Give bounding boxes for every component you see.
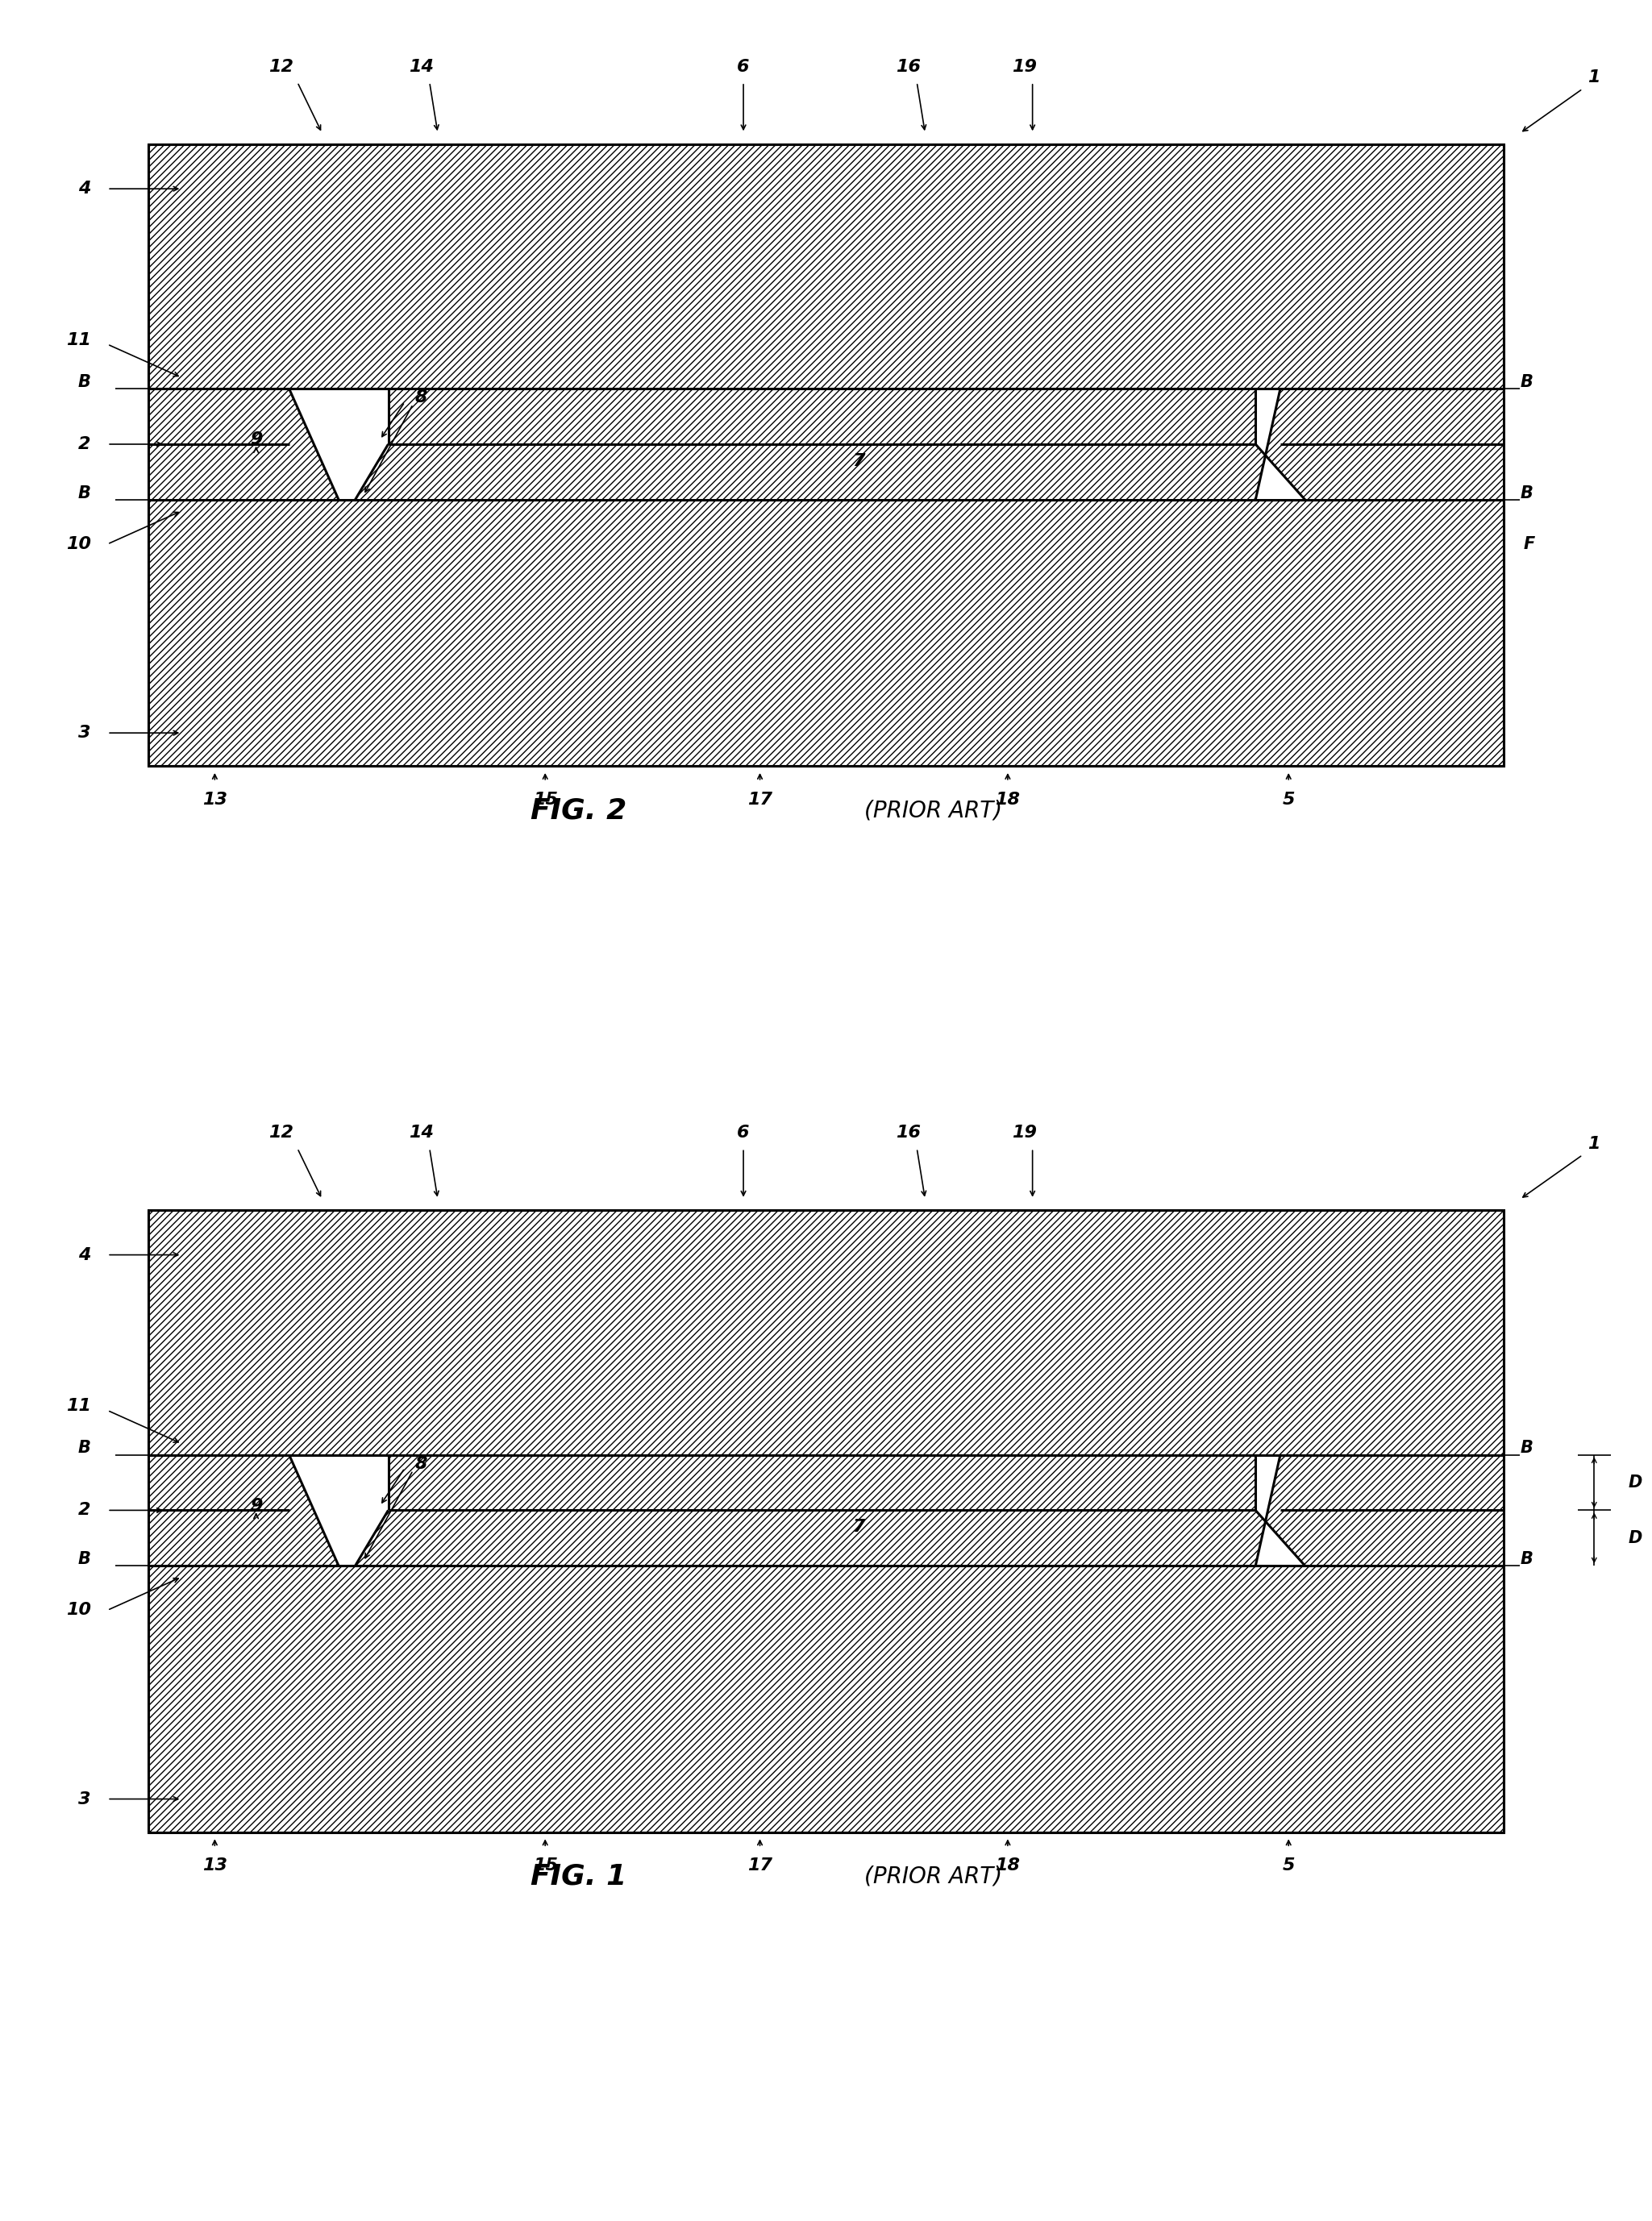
Polygon shape xyxy=(289,1455,388,1566)
Polygon shape xyxy=(1256,1455,1305,1566)
Text: 19: 19 xyxy=(1011,58,1037,76)
Text: 7: 7 xyxy=(852,453,866,469)
Polygon shape xyxy=(149,1455,339,1566)
Bar xyxy=(388,1455,1256,1510)
Text: 1: 1 xyxy=(1588,1135,1601,1153)
Text: 7: 7 xyxy=(852,1519,866,1535)
Text: 10: 10 xyxy=(66,535,91,553)
Text: 10: 10 xyxy=(66,1601,91,1619)
Text: 18: 18 xyxy=(995,1857,1021,1875)
Text: 4: 4 xyxy=(78,180,91,198)
Text: 13: 13 xyxy=(202,1857,228,1875)
Text: B: B xyxy=(1520,1439,1533,1457)
Text: 1: 1 xyxy=(1588,69,1601,87)
Text: 18: 18 xyxy=(995,791,1021,808)
Bar xyxy=(388,389,1256,444)
Bar xyxy=(149,1210,1503,1455)
Text: 15: 15 xyxy=(532,1857,558,1875)
Text: 9: 9 xyxy=(249,1497,263,1515)
Text: 5: 5 xyxy=(1282,791,1295,808)
Text: B: B xyxy=(78,1439,91,1457)
Text: 2: 2 xyxy=(78,435,91,453)
Bar xyxy=(149,1455,1503,1566)
Polygon shape xyxy=(1256,1455,1503,1566)
Text: 13: 13 xyxy=(202,791,228,808)
Polygon shape xyxy=(289,1455,388,1566)
Text: 14: 14 xyxy=(408,1124,434,1142)
Polygon shape xyxy=(289,389,388,500)
Polygon shape xyxy=(1256,389,1503,500)
Polygon shape xyxy=(289,389,388,500)
Text: (PRIOR ART): (PRIOR ART) xyxy=(864,1866,1003,1888)
Text: B: B xyxy=(1520,1550,1533,1568)
Text: D: D xyxy=(1629,1475,1642,1490)
Text: 14: 14 xyxy=(408,58,434,76)
Text: 16: 16 xyxy=(895,1124,922,1142)
Text: B: B xyxy=(1520,484,1533,502)
Bar xyxy=(149,389,1503,500)
Text: B: B xyxy=(1520,373,1533,391)
Text: B: B xyxy=(78,1550,91,1568)
Text: 6: 6 xyxy=(737,1124,750,1142)
Text: 8: 8 xyxy=(415,389,428,406)
Text: (PRIOR ART): (PRIOR ART) xyxy=(864,800,1003,822)
Text: 8: 8 xyxy=(415,1455,428,1473)
Text: 3: 3 xyxy=(78,724,91,742)
Text: 11: 11 xyxy=(66,331,91,349)
Text: F: F xyxy=(1523,535,1535,553)
Text: 11: 11 xyxy=(66,1397,91,1415)
Text: 5: 5 xyxy=(1282,1857,1295,1875)
Text: 19: 19 xyxy=(1011,1124,1037,1142)
Polygon shape xyxy=(1256,389,1305,500)
Text: 12: 12 xyxy=(268,1124,294,1142)
Text: 4: 4 xyxy=(78,1246,91,1264)
Bar xyxy=(149,500,1503,766)
Text: 17: 17 xyxy=(747,1857,773,1875)
Text: 6: 6 xyxy=(737,58,750,76)
Text: 3: 3 xyxy=(78,1790,91,1808)
Text: 16: 16 xyxy=(895,58,922,76)
Text: 15: 15 xyxy=(532,791,558,808)
Text: FIG. 2: FIG. 2 xyxy=(530,797,626,824)
Bar xyxy=(149,1566,1503,1832)
Text: 9: 9 xyxy=(249,431,263,449)
Text: D: D xyxy=(1629,1530,1642,1546)
Text: B: B xyxy=(78,484,91,502)
Text: 2: 2 xyxy=(78,1501,91,1519)
Text: 17: 17 xyxy=(747,791,773,808)
Polygon shape xyxy=(149,389,339,500)
Text: 12: 12 xyxy=(268,58,294,76)
Bar xyxy=(149,144,1503,389)
Text: FIG. 1: FIG. 1 xyxy=(530,1863,626,1890)
Text: B: B xyxy=(78,373,91,391)
